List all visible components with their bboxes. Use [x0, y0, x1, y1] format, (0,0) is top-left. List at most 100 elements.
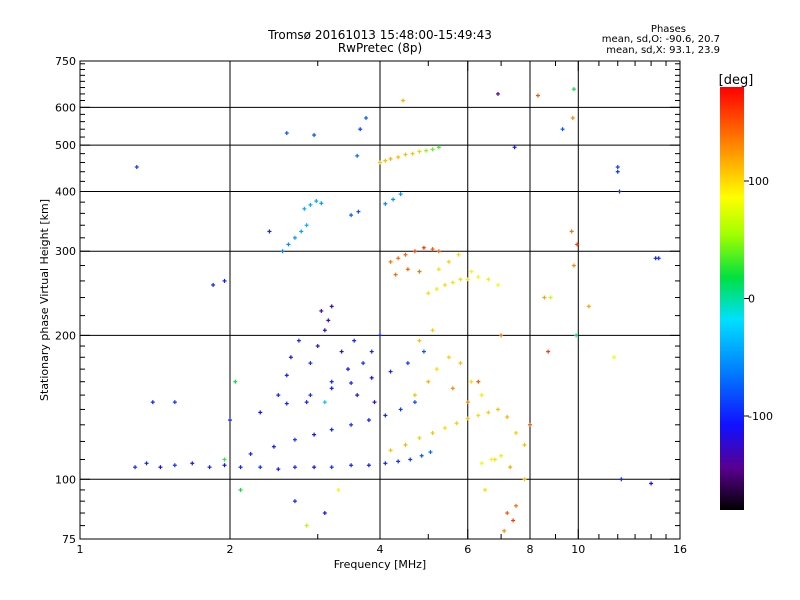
data-point — [514, 503, 519, 508]
data-point — [489, 457, 494, 462]
data-point — [575, 242, 580, 247]
data-point — [248, 451, 253, 456]
data-point — [436, 267, 441, 272]
data-point — [401, 98, 406, 103]
data-point — [329, 379, 334, 384]
data-point — [172, 463, 177, 468]
data-point — [508, 465, 513, 470]
data-point — [398, 407, 403, 412]
colorbar — [720, 87, 744, 510]
data-point — [349, 463, 354, 468]
data-point — [276, 393, 281, 398]
data-point — [150, 400, 155, 405]
data-point — [349, 213, 354, 218]
data-point — [546, 349, 551, 354]
data-point — [486, 410, 491, 415]
data-point — [292, 437, 297, 442]
data-point — [361, 361, 366, 366]
data-point — [364, 115, 369, 120]
data-point — [280, 249, 285, 254]
data-point — [417, 435, 422, 440]
data-point — [450, 280, 455, 285]
data-point — [388, 259, 393, 264]
data-point — [486, 277, 491, 282]
data-point — [336, 487, 341, 492]
data-point — [450, 386, 455, 391]
colorbar-tick-label: 0 — [748, 293, 755, 306]
data-point — [329, 427, 334, 432]
data-point — [502, 528, 507, 533]
data-point — [355, 393, 360, 398]
data-point — [312, 465, 317, 470]
data-point — [329, 304, 334, 309]
x-tick-label: 1 — [77, 543, 84, 556]
data-point — [430, 247, 435, 252]
data-point — [417, 269, 422, 274]
data-point — [238, 465, 243, 470]
y-axis-label: Stationary phase Virtual Height [km] — [38, 199, 51, 401]
grid-lines — [80, 61, 680, 539]
data-point — [499, 453, 504, 458]
data-point — [408, 457, 413, 462]
data-point — [308, 361, 313, 366]
data-point — [446, 259, 451, 264]
data-point — [258, 465, 263, 470]
data-point — [615, 169, 620, 174]
data-point — [258, 410, 263, 415]
data-point — [619, 477, 624, 482]
data-point — [222, 457, 227, 462]
data-point — [319, 201, 324, 206]
data-point — [574, 333, 579, 338]
data-points — [133, 87, 661, 533]
data-point — [548, 295, 553, 300]
data-point — [458, 361, 463, 366]
data-point — [369, 375, 374, 380]
data-point — [286, 242, 291, 247]
data-point — [412, 400, 417, 405]
data-point — [428, 450, 433, 455]
data-point — [322, 400, 327, 405]
data-point — [326, 318, 331, 323]
data-point — [304, 400, 309, 405]
data-point — [483, 487, 488, 492]
data-point — [446, 355, 451, 360]
data-point — [284, 373, 289, 378]
data-point — [312, 432, 317, 437]
data-point — [522, 442, 527, 447]
x-axis-ticks: 1 2 4 6 8 10 16 — [77, 61, 687, 556]
y-tick-label: 500 — [55, 139, 76, 152]
data-point — [560, 127, 565, 132]
data-point — [339, 349, 344, 354]
data-point — [469, 379, 474, 384]
data-point — [315, 344, 320, 349]
data-point — [417, 149, 422, 154]
data-point — [656, 256, 661, 261]
data-point — [211, 282, 216, 287]
data-point — [465, 277, 470, 282]
data-point — [476, 274, 481, 279]
data-point — [436, 145, 441, 150]
data-point — [612, 355, 617, 360]
data-point — [312, 133, 317, 138]
data-point — [505, 511, 510, 516]
data-point — [465, 400, 470, 405]
data-point — [144, 461, 149, 466]
data-point — [456, 252, 461, 257]
data-point — [369, 349, 374, 354]
data-point — [430, 430, 435, 435]
y-tick-label: 100 — [55, 473, 76, 486]
data-point — [358, 127, 363, 132]
data-point — [571, 263, 576, 268]
data-point — [276, 467, 281, 472]
data-point — [430, 147, 435, 152]
data-point — [410, 151, 415, 156]
data-point — [322, 328, 327, 333]
data-point — [434, 367, 439, 372]
data-point — [479, 393, 484, 398]
data-point — [542, 295, 547, 300]
x-tick-label: 2 — [227, 543, 234, 556]
data-point — [479, 461, 484, 466]
data-point — [133, 465, 138, 470]
data-point — [329, 386, 334, 391]
data-point — [345, 367, 350, 372]
